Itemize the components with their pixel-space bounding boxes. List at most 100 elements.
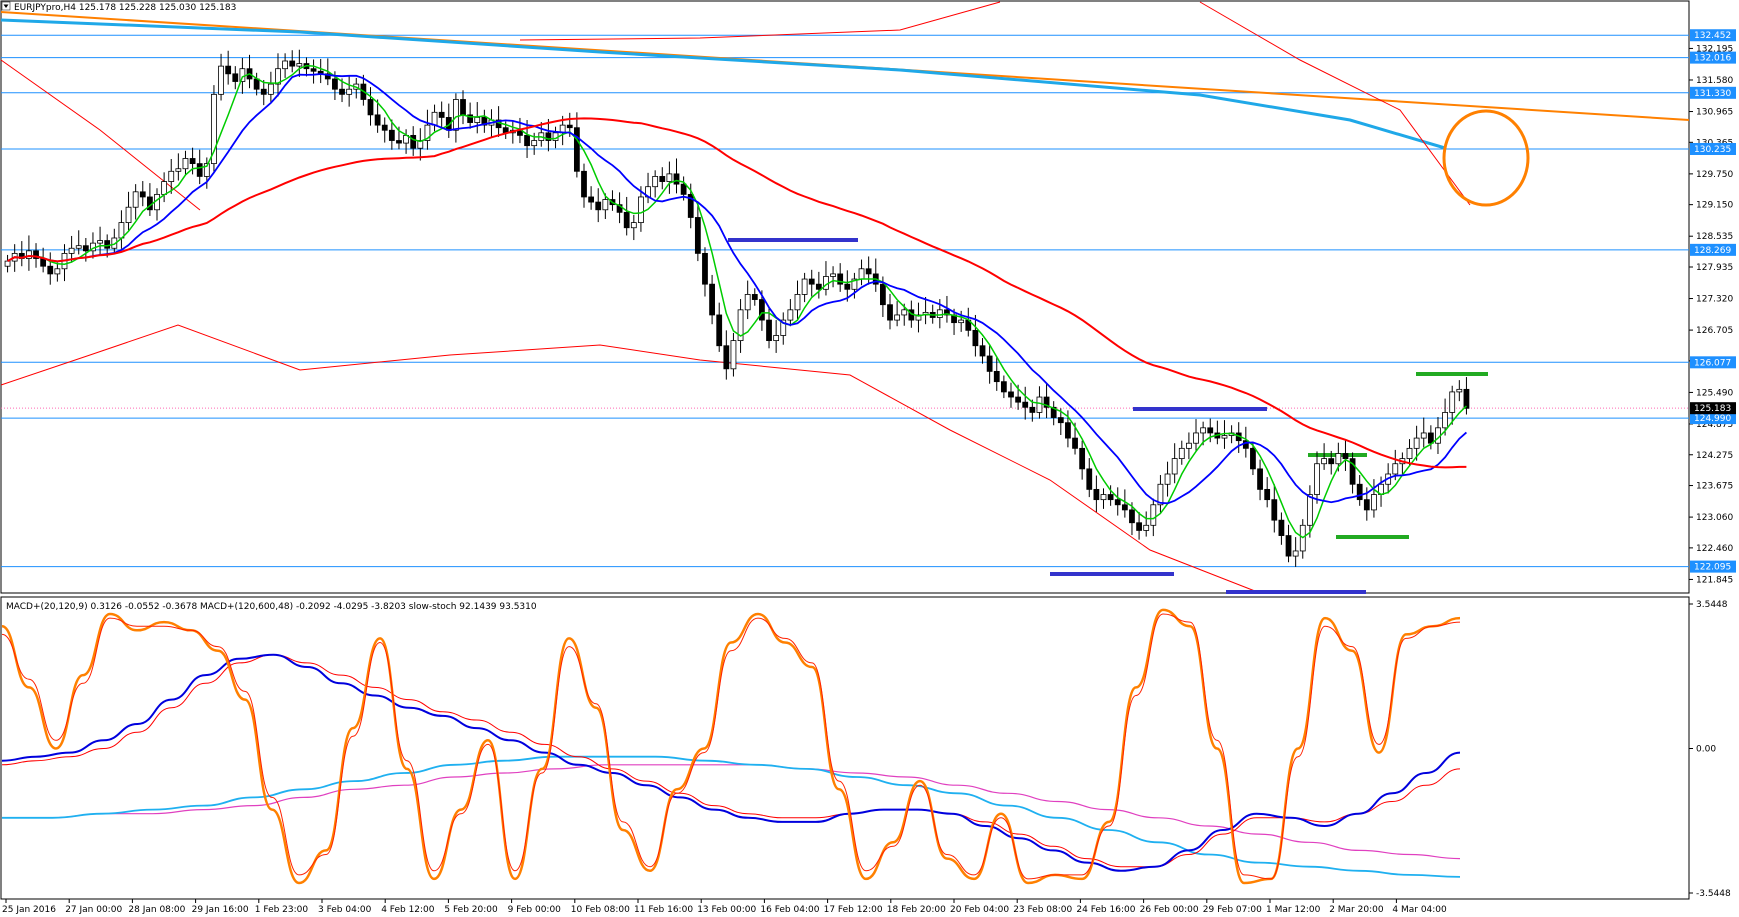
candle [1200, 427, 1207, 434]
stoch-main-line [1, 608, 1461, 885]
macd-slow-signal-line [2, 764, 1461, 860]
candle [310, 68, 317, 72]
candle [766, 319, 772, 342]
candle [1107, 494, 1114, 501]
indicator-tick-label: 3.5448 [1696, 600, 1728, 610]
red-envelope-right [1199, 1, 1471, 206]
candle [47, 265, 54, 275]
candle [346, 88, 353, 95]
candle [1157, 483, 1164, 506]
chevron-down-icon [3, 4, 9, 8]
indicator-tick-label: -3.5448 [1696, 889, 1731, 899]
candle [830, 273, 836, 277]
time-tick-label: 10 Feb 08:00 [571, 905, 630, 915]
candle [844, 283, 851, 290]
candle [1143, 524, 1150, 531]
time-axis: 25 Jan 2016 27 Jan 00:00 28 Jan 08:00 29 Ja… [2, 899, 1447, 915]
candle [168, 170, 175, 182]
candle [595, 201, 602, 211]
candle [1314, 463, 1320, 495]
candle [211, 93, 217, 165]
candle [986, 355, 993, 372]
candle [815, 283, 822, 290]
candle [203, 163, 210, 177]
candle [1221, 435, 1228, 439]
price-tick-label: 126.705 [1696, 326, 1733, 336]
level-tag-label: 132.452 [1694, 31, 1731, 41]
candle [666, 173, 673, 182]
candle [958, 319, 965, 324]
candle [324, 73, 331, 80]
candle [1164, 473, 1171, 485]
moving-averages [7, 64, 1467, 539]
candle [1264, 488, 1271, 501]
candle [1427, 432, 1434, 444]
candle [801, 278, 808, 295]
candle [374, 114, 381, 126]
candle [289, 60, 296, 67]
candle [33, 250, 39, 259]
candle [979, 345, 986, 357]
slow-ma-line [7, 117, 1467, 469]
candle [744, 294, 751, 311]
candle [1363, 499, 1370, 511]
candle [296, 63, 303, 67]
candle [467, 114, 474, 123]
level-tag-label: 130.235 [1694, 145, 1731, 155]
candle [545, 132, 552, 141]
horizontal-levels [1, 34, 1689, 568]
price-tick-label: 127.935 [1696, 263, 1733, 273]
time-tick-label: 20 Feb 04:00 [950, 905, 1009, 915]
time-tick-label: 11 Feb 16:00 [634, 905, 693, 915]
candle [125, 206, 132, 224]
candle [232, 73, 239, 82]
candle [253, 78, 260, 90]
candle [1207, 427, 1214, 434]
candle [1278, 519, 1285, 536]
candle [431, 111, 438, 126]
candle [858, 268, 865, 280]
candle [630, 222, 637, 229]
candle [1022, 401, 1029, 408]
candle [588, 196, 595, 203]
candle [531, 140, 538, 147]
current-price-tag [1690, 402, 1736, 415]
candle [1292, 550, 1299, 557]
price-tick-label: 121.845 [1696, 575, 1733, 585]
candle [453, 99, 459, 131]
candle [944, 309, 950, 316]
candle [1000, 381, 1007, 393]
candle [104, 240, 111, 249]
candle [773, 335, 780, 342]
time-tick-label: 9 Feb 00:00 [508, 905, 562, 915]
time-tick-label: 26 Feb 00:00 [1140, 905, 1199, 915]
time-tick-label: 24 Feb 16:00 [1076, 905, 1135, 915]
time-tick-label: 4 Mar 04:00 [1392, 905, 1447, 915]
candle [189, 158, 196, 165]
candle [1015, 396, 1021, 403]
time-tick-label: 3 Feb 04:00 [318, 905, 372, 915]
candle [566, 124, 573, 129]
candle [367, 99, 374, 116]
level-tag-label: 128.269 [1694, 246, 1731, 256]
price-tick-label: 132.195 [1696, 44, 1733, 54]
price-tags: 132.452 132.016 131.330 130.235 128.269 126.0… [1690, 29, 1736, 573]
candle [581, 170, 587, 198]
candle [1100, 494, 1107, 501]
fast-ma-line [7, 64, 1467, 539]
candle [1420, 432, 1427, 439]
candle [1371, 494, 1377, 511]
candle [808, 278, 815, 285]
red-envelope-upper [519, 1, 1001, 41]
candle [460, 99, 466, 116]
price-pane: 132.195131.580130.965130.365129.750129.1… [0, 0, 1736, 594]
candle [1463, 388, 1470, 409]
candle [1065, 422, 1071, 439]
indicator-tick-label: 0.00 [1696, 745, 1716, 755]
price-tick-label: 125.490 [1696, 388, 1733, 398]
candle [972, 329, 979, 347]
level-tag [1690, 86, 1736, 99]
candle [759, 299, 765, 321]
price-tick-label: 130.965 [1696, 108, 1733, 118]
